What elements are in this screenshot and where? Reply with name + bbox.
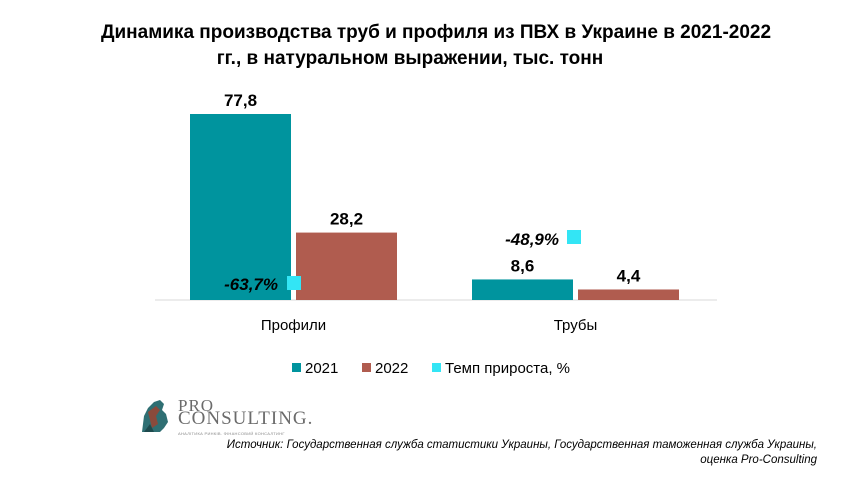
legend-label-1: 2022 <box>375 360 408 377</box>
category-label-profili: Профили <box>261 317 326 334</box>
data-label-2021-profili: 77,8 <box>224 91 257 110</box>
data-label-2022-truby: 4,4 <box>617 266 641 285</box>
legend-swatch-2 <box>432 363 441 372</box>
growth-marker-truby <box>567 230 581 244</box>
source-line-2: оценка Pro-Consulting <box>700 454 817 466</box>
source-line-1: Источник: Государственная служба статист… <box>226 439 817 451</box>
logo-tagline: АНАЛІТИКА РИНКІВ. ФІНАНСОВИЙ КОНСАЛТИНГ <box>178 431 285 436</box>
legend-swatch-0 <box>292 363 301 372</box>
bar-2022-truby <box>578 289 679 300</box>
legend-label-0: 2021 <box>305 360 338 377</box>
bars-group: 77,8 28,2 Профили 8,6 4,4 Трубы -63,7% -48,9% <box>190 91 679 334</box>
bar-2021-profili <box>190 114 291 300</box>
logo-text-pro: PRO <box>178 396 215 415</box>
legend-swatch-1 <box>362 363 371 372</box>
logo-text-consulting: CONSULTING. <box>178 408 314 429</box>
horse-logo-icon <box>138 398 172 434</box>
chart-title-line-2: гг., в натуральном выражении, тыс. тонн <box>217 48 603 69</box>
pro-consulting-logo: PRO CONSULTING. АНАЛІТИКА РИНКІВ. ФІНАНС… <box>138 396 312 436</box>
growth-marker-profili <box>287 276 301 290</box>
legend-label-2: Темп прироста, % <box>445 360 570 377</box>
legend: 2021 2022 Темп прироста, % <box>292 360 570 377</box>
growth-label-profili: -63,7% <box>224 275 278 294</box>
source-note: Источник: Государственная служба статист… <box>137 438 817 468</box>
bar-2022-profili <box>296 232 397 300</box>
growth-label-truby: -48,9% <box>505 230 559 249</box>
bar-2021-truby <box>472 279 573 300</box>
category-label-truby: Трубы <box>554 317 598 334</box>
chart-title-line-1: Динамика производства труб и профиля из … <box>101 22 771 43</box>
data-label-2022-profili: 28,2 <box>330 210 363 229</box>
data-label-2021-truby: 8,6 <box>511 256 535 275</box>
